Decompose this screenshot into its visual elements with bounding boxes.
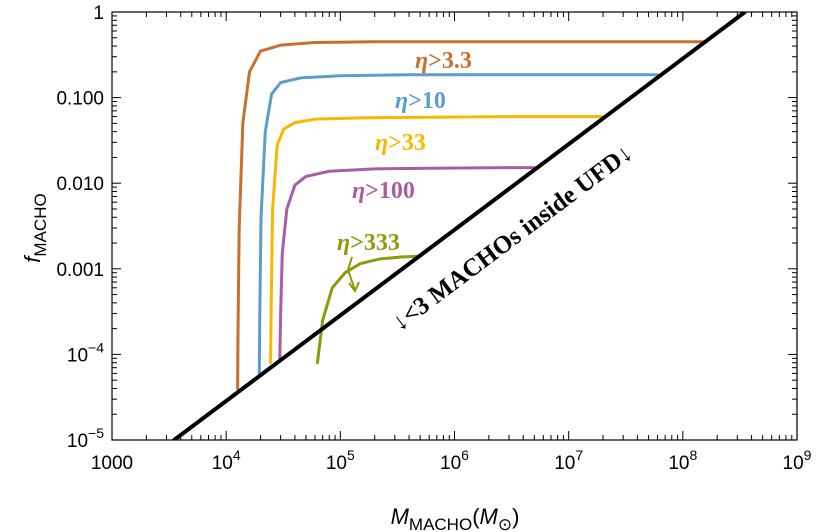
x-tick-label: 108 bbox=[668, 447, 697, 474]
series-line-3 bbox=[278, 166, 536, 360]
x-tick-label: 1000 bbox=[91, 453, 133, 474]
x-tick-label: 105 bbox=[326, 447, 355, 474]
y-tick-label: 10−4 bbox=[67, 339, 104, 366]
boundary-line bbox=[172, 12, 747, 440]
y-tick-label: 0.001 bbox=[56, 260, 104, 281]
series-label-2: η>33 bbox=[375, 130, 426, 156]
x-tick-label: 106 bbox=[440, 447, 469, 474]
series-label-pointer bbox=[346, 256, 356, 291]
axis-ticks: 1000 104 105 106 107 108 109 10−5 10−4 0.001 0.010… bbox=[56, 3, 811, 474]
x-axis-title: MMACHO(M⊙) bbox=[391, 504, 520, 532]
y-tick-label: 0.010 bbox=[56, 174, 104, 195]
series-label-3: η>100 bbox=[352, 178, 415, 204]
series-line-1 bbox=[257, 73, 660, 375]
series-line-4 bbox=[315, 254, 422, 365]
y-axis-title: fMACHO bbox=[20, 193, 50, 262]
series-label-0: η>3.3 bbox=[415, 48, 472, 74]
y-tick-label: 1 bbox=[93, 3, 104, 24]
series-line-0 bbox=[236, 40, 705, 390]
x-tick-label: 104 bbox=[212, 447, 241, 474]
series-label-4: η>333 bbox=[337, 230, 400, 256]
series-labels: η>3.3 η>10 η>33 η>100 η>333 bbox=[337, 48, 472, 293]
series-line-2 bbox=[269, 115, 605, 365]
y-tick-label: 10−5 bbox=[67, 425, 104, 452]
axis-titles: MMACHO(M⊙) fMACHO bbox=[20, 193, 519, 532]
x-tick-label: 109 bbox=[783, 447, 812, 474]
series-label-1: η>10 bbox=[395, 88, 446, 114]
x-tick-label: 107 bbox=[554, 447, 583, 474]
series-lines bbox=[172, 12, 747, 440]
series-label-pointer-head bbox=[348, 281, 360, 293]
y-tick-label: 0.100 bbox=[56, 89, 104, 110]
